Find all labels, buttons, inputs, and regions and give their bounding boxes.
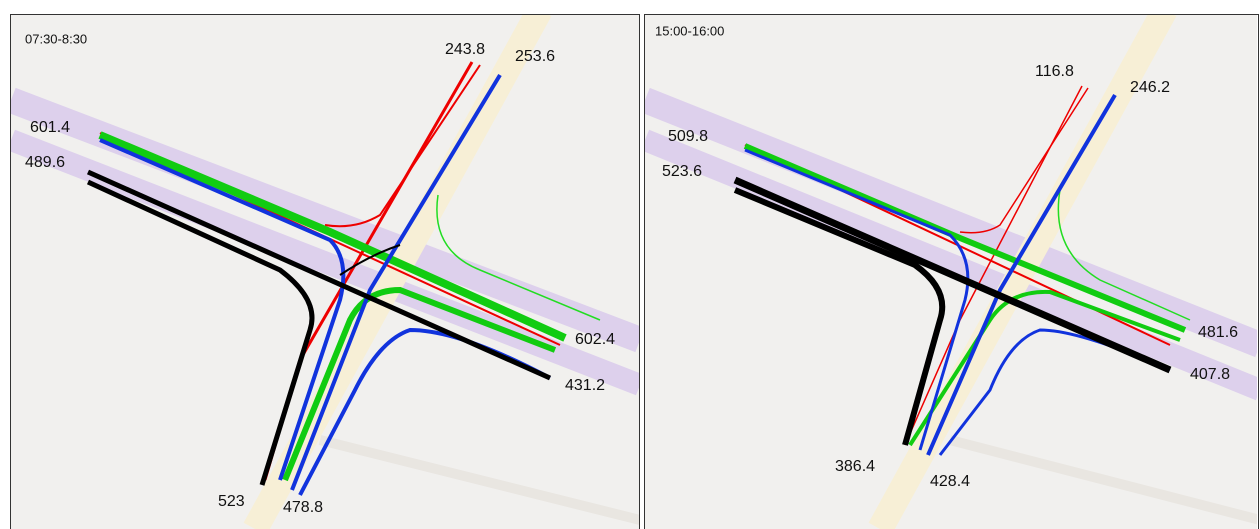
- flow-label: 481.6: [1198, 324, 1238, 341]
- flow: [1057, 189, 1191, 321]
- flow-label: 523: [218, 493, 245, 510]
- flow: [339, 244, 401, 276]
- flow: [926, 93, 1117, 456]
- flow-label: 116.8: [1035, 63, 1074, 80]
- flow: [744, 148, 970, 451]
- flow: [290, 73, 502, 491]
- flow: [99, 138, 346, 481]
- flow-label: 253.6: [515, 48, 555, 65]
- road: [948, 435, 1257, 525]
- flow-label: 431.2: [565, 377, 605, 394]
- road: [645, 87, 1257, 358]
- panel-border: [10, 14, 640, 529]
- flow-label: 243.8: [445, 41, 485, 58]
- time-label: 07:30-8:30: [25, 31, 87, 46]
- flow-label: 602.4: [575, 331, 615, 348]
- flow: [959, 87, 1089, 234]
- flow-label: 407.8: [1190, 366, 1230, 383]
- flow: [733, 187, 946, 446]
- flow: [98, 131, 567, 342]
- flow: [436, 194, 601, 321]
- flow-label: 386.4: [835, 458, 875, 475]
- flow: [743, 143, 1187, 333]
- time-label: 15:00-16:00: [655, 23, 724, 38]
- flow-label: 478.8: [283, 499, 323, 516]
- flow-label: 428.4: [930, 473, 970, 490]
- flow: [86, 179, 315, 486]
- panel-morning: [11, 15, 639, 529]
- flow-label: 601.4: [30, 119, 70, 136]
- flow-label: 246.2: [1130, 79, 1170, 96]
- panel-border: [644, 14, 1259, 529]
- flow-label: 509.8: [668, 128, 708, 145]
- flow-label: 523.6: [662, 163, 702, 180]
- flow: [733, 176, 1172, 374]
- flow-label: 489.6: [25, 154, 65, 171]
- road: [318, 435, 639, 525]
- flow: [324, 64, 481, 228]
- flow: [908, 289, 1181, 447]
- road: [868, 15, 1177, 529]
- flow: [86, 169, 552, 381]
- panel-afternoon: [645, 15, 1257, 529]
